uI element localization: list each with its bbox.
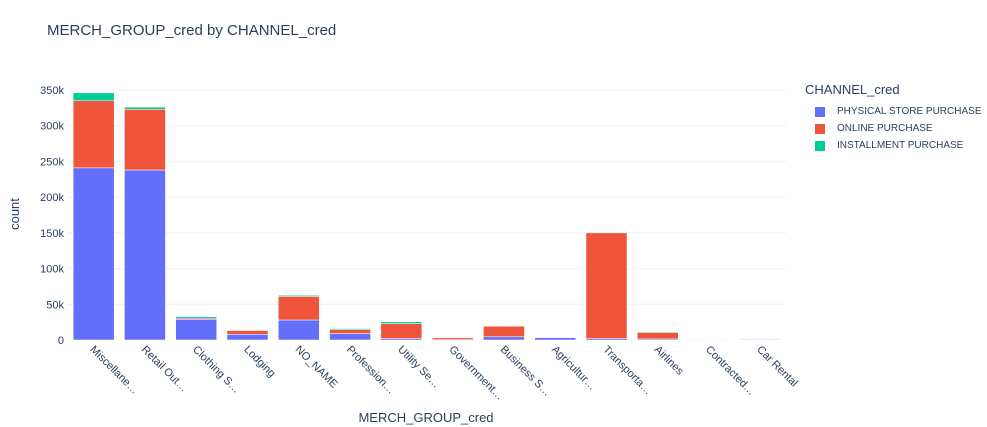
bar-segment	[637, 331, 679, 333]
x-axis-title: MERCH_GROUP_cred	[358, 410, 493, 425]
chart-title: MERCH_GROUP_cred by CHANNEL_cred	[47, 22, 337, 39]
x-tick-label: Airlines	[652, 344, 686, 378]
bar-segment	[380, 321, 423, 324]
y-tick-label: 350k	[40, 85, 64, 97]
x-tick-label: NO_NAME	[293, 344, 340, 391]
bar-segment	[431, 337, 474, 340]
bar-segment	[278, 296, 320, 321]
bar-segment	[226, 329, 269, 331]
bar-segment	[226, 334, 269, 341]
bar-segment	[175, 319, 217, 341]
grid-layer	[68, 89, 786, 305]
x-tick-label: Contracted…	[703, 344, 757, 398]
x-tick-label: Transporta…	[600, 344, 654, 398]
legend-label: ONLINE PURCHASE	[837, 123, 933, 134]
bar-segment	[637, 332, 679, 340]
bar-segment	[175, 316, 217, 319]
x-tick-label: Business S…	[498, 344, 553, 399]
legend-label: PHYSICAL STORE PURCHASE	[837, 106, 982, 117]
bar-segment	[124, 169, 166, 341]
bar-segment	[329, 329, 371, 334]
bar-segment	[226, 330, 269, 335]
y-tick-label: 200k	[40, 192, 64, 204]
y-tick-label: 50k	[46, 299, 64, 311]
x-tick-label: Retail Out…	[139, 344, 190, 395]
legend-swatch	[815, 106, 825, 117]
bar-segment	[72, 92, 115, 101]
bar-segment	[329, 328, 371, 330]
bar-segment	[278, 295, 320, 297]
x-tick-label: Profession…	[344, 344, 397, 397]
legend-label: INSTALLMENT PURCHASE	[837, 140, 964, 151]
bar-segment	[380, 323, 423, 339]
bar-segment	[483, 325, 525, 327]
x-tick-label: Government…	[447, 344, 506, 403]
bar-segment	[278, 319, 320, 341]
y-tick-label: 150k	[40, 228, 64, 240]
bar-segment	[124, 109, 166, 171]
bar-segment	[483, 336, 525, 341]
y-tick-label: 300k	[40, 121, 64, 133]
bar-segment	[124, 106, 166, 110]
x-tick-label: Clothing S…	[190, 344, 242, 396]
bar-segment	[329, 333, 371, 341]
legend-item[interactable]: PHYSICAL STORE PURCHASE	[805, 103, 981, 120]
legend-items: PHYSICAL STORE PURCHASE ONLINE PURCHASE IN…	[805, 103, 981, 154]
x-tick-label: Utility Se…	[395, 344, 442, 391]
bar-segment	[483, 325, 525, 338]
bar-segment	[739, 338, 782, 340]
bar-segment	[534, 336, 576, 338]
legend-title: CHANNEL_cred	[805, 82, 900, 97]
y-tick-label: 0	[58, 335, 64, 347]
y-tick-label: 100k	[40, 264, 64, 276]
x-tick-label: Lodging	[241, 344, 277, 380]
legend: CHANNEL_cred PHYSICAL STORE PURCHASE ONLI…	[805, 82, 981, 154]
bar-segment	[688, 338, 730, 340]
x-tick-label: Agricultur…	[549, 344, 598, 393]
legend-item[interactable]: INSTALLMENT PURCHASE	[805, 137, 981, 154]
bar-segment	[72, 167, 115, 341]
y-tick-label: 250k	[40, 156, 64, 168]
legend-swatch	[815, 140, 825, 151]
bar-segment	[72, 100, 115, 169]
x-tick-label: Miscellane…	[88, 344, 141, 397]
bar-segment	[585, 232, 628, 339]
legend-item[interactable]: ONLINE PURCHASE	[805, 120, 981, 137]
legend-swatch	[815, 123, 825, 134]
x-tick-label: Car Rental	[754, 344, 800, 390]
y-axis-title: count	[7, 198, 22, 230]
bar-layer	[72, 92, 782, 341]
